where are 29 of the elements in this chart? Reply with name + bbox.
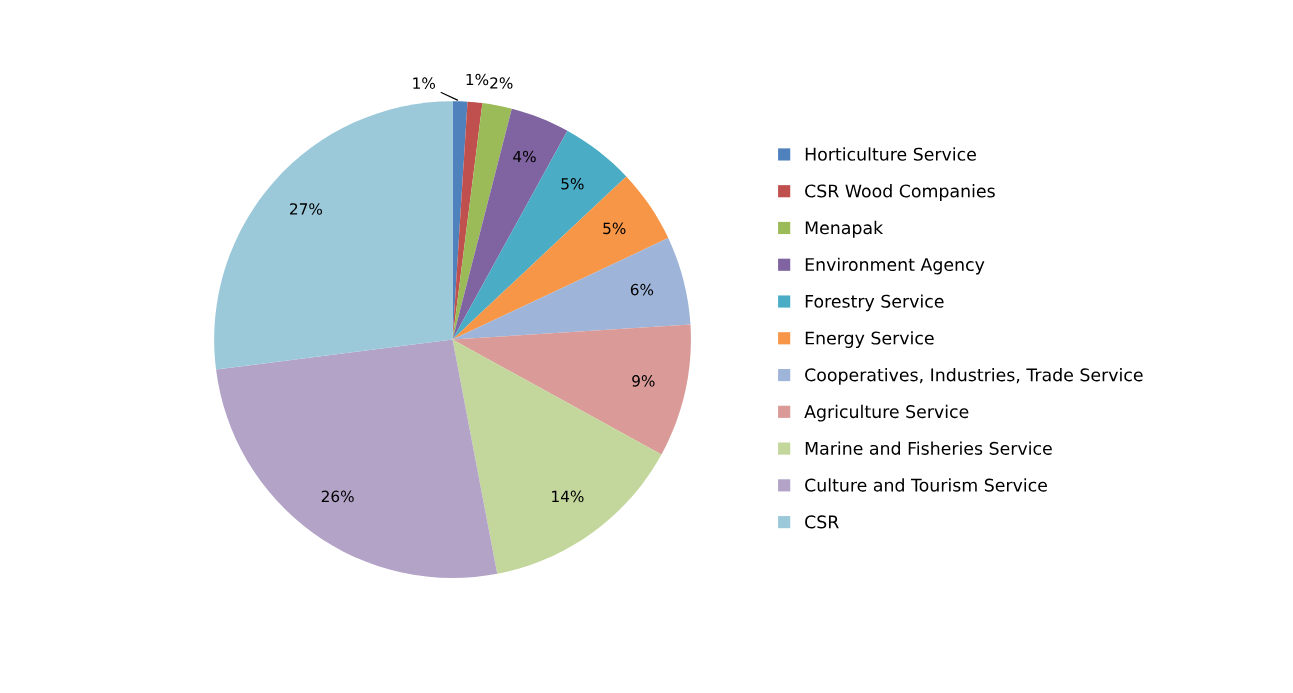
legend-label: CSR Wood Companies xyxy=(805,184,995,201)
data-label: 5% xyxy=(603,222,626,235)
data-label: 14% xyxy=(552,490,584,503)
data-label: 27% xyxy=(290,203,323,215)
data-label: 6% xyxy=(630,283,654,296)
pie-slice xyxy=(452,339,662,574)
data-label: 5% xyxy=(561,177,584,190)
data-label: 1% xyxy=(466,73,489,86)
legend-label: Culture and Tourism Service xyxy=(805,478,1047,492)
legend-label: Environment Agency xyxy=(805,257,985,275)
pie-slice xyxy=(452,176,669,340)
data-label: 4% xyxy=(513,150,536,163)
data-label: 26% xyxy=(321,490,354,503)
legend-label: Forestry Service xyxy=(805,294,944,312)
pie-slice xyxy=(216,339,498,578)
pie-slice xyxy=(214,101,453,370)
pie-slice xyxy=(452,238,691,340)
pie-slice xyxy=(452,324,691,455)
data-label: 9% xyxy=(632,375,655,387)
legend-label: Menapak xyxy=(805,220,884,238)
legend-label: Marine and Fisheries Service xyxy=(805,441,1052,455)
legend-label: Cooperatives, Industries, Trade Service xyxy=(805,367,1143,385)
data-label: 2% xyxy=(490,77,513,89)
legend-label: Energy Service xyxy=(805,331,934,348)
legend-label: CSR xyxy=(805,515,839,529)
data-label: 1% xyxy=(413,77,436,89)
legend-label: Horticulture Service xyxy=(805,147,976,161)
legend-label: Agriculture Service xyxy=(804,404,969,422)
pie-slice xyxy=(452,130,627,340)
